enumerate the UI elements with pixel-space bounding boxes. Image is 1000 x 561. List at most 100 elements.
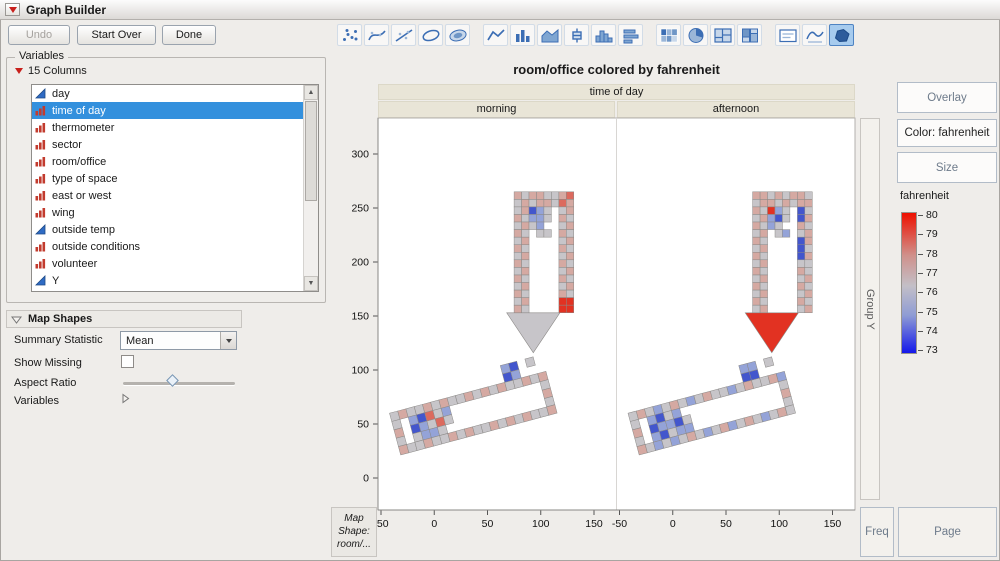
bar-icon[interactable] — [510, 24, 535, 46]
floor-map-band-afternoon[interactable] — [624, 355, 796, 456]
legend-value: 76 — [926, 286, 938, 299]
svg-text:100: 100 — [770, 518, 788, 530]
variable-item-type-of-space[interactable]: type of space — [32, 170, 304, 187]
red-triangle-menu-button[interactable] — [5, 3, 20, 16]
legend-tick — [918, 215, 923, 216]
variable-label: type of space — [52, 172, 118, 185]
element-palette — [337, 24, 854, 48]
mosaic-icon[interactable] — [737, 24, 762, 46]
aspect-ratio-slider[interactable] — [123, 382, 235, 385]
legend-value: 75 — [926, 305, 938, 318]
formula-icon[interactable] — [802, 24, 827, 46]
disclosure-open-icon[interactable] — [11, 314, 22, 325]
points-icon[interactable] — [337, 24, 362, 46]
variable-item-wing[interactable]: wing — [32, 204, 304, 221]
map-shape-drop-zone[interactable]: Map Shape: room/... — [331, 507, 377, 557]
start-over-button[interactable]: Start Over — [77, 25, 156, 45]
variable-label: room/office — [52, 155, 107, 168]
svg-text:300: 300 — [351, 149, 369, 161]
disclosure-collapsed-icon[interactable] — [121, 393, 130, 405]
summary-statistic-value: Mean — [126, 334, 154, 347]
floor-map-band-morning[interactable] — [385, 355, 558, 456]
variable-label: east or west — [52, 189, 112, 202]
heatmap-icon[interactable] — [656, 24, 681, 46]
legend-tick — [918, 272, 923, 274]
show-missing-checkbox[interactable] — [121, 355, 134, 368]
plot-region: 0 50 100 150 200 250 300 -50 0 50 100 150 -50 0 50 100 1… — [330, 110, 860, 535]
legend-tick — [918, 311, 923, 313]
variables-panel-title: Variables — [15, 50, 69, 62]
map-shapes-icon[interactable] — [829, 24, 854, 46]
done-button[interactable]: Done — [162, 25, 216, 45]
variable-item-outside-temp[interactable]: outside temp — [32, 221, 304, 238]
interval-icon[interactable] — [618, 24, 643, 46]
continuous-icon — [35, 224, 47, 235]
graph-canvas: 0 50 100 150 200 250 300 -50 0 50 100 150 -50 0 50 100 1… — [351, 117, 856, 530]
floor-map-upper-afternoon[interactable] — [744, 191, 813, 354]
map-shape-zone-line: Shape: — [338, 526, 370, 537]
line-of-fit-icon[interactable] — [391, 24, 416, 46]
legend-tick — [918, 234, 923, 236]
nominal-icon — [35, 139, 47, 150]
area-icon[interactable] — [537, 24, 562, 46]
variable-item-east-or-west[interactable]: east or west — [32, 187, 304, 204]
freq-drop-zone[interactable]: Freq — [860, 507, 894, 557]
variable-label: time of day — [52, 104, 106, 117]
variable-label: outside conditions — [52, 240, 141, 253]
title-bar: Graph Builder — [0, 0, 1000, 20]
undo-button[interactable]: Undo — [8, 25, 70, 45]
variables-panel: Variables 15 Columns day time of day therm… — [6, 50, 326, 303]
variable-item-y[interactable]: Y — [32, 272, 304, 289]
contour-icon[interactable] — [445, 24, 470, 46]
variables-list: day time of day thermometer sector room/offi… — [31, 84, 319, 292]
columns-red-triangle-icon[interactable] — [15, 68, 23, 74]
variables-scrollbar[interactable]: ▲ ▼ — [303, 85, 318, 291]
map-shape-zone-line: Map — [344, 513, 364, 524]
nominal-icon — [35, 156, 47, 167]
legend-gradient[interactable] — [901, 212, 917, 354]
x-axis: -50 0 50 100 150 -50 0 50 100 150 — [373, 510, 841, 530]
caption-box-icon[interactable] — [775, 24, 800, 46]
overlay-drop-zone[interactable]: Overlay — [897, 82, 997, 113]
red-triangle-icon — [8, 6, 17, 13]
variable-item-time-of-day[interactable]: time of day — [32, 102, 304, 119]
variable-item-volunteer[interactable]: volunteer — [32, 255, 304, 272]
variable-label: volunteer — [52, 257, 98, 270]
scrollbar-down-icon[interactable]: ▼ — [304, 276, 318, 291]
scrollbar-up-icon[interactable]: ▲ — [304, 85, 318, 100]
nominal-icon — [35, 105, 47, 116]
floor-map-upper-morning[interactable] — [506, 191, 575, 354]
group-y-drop-zone[interactable]: Group Y — [860, 118, 880, 500]
color-drop-zone[interactable]: Color: fahrenheit — [897, 119, 997, 147]
svg-text:100: 100 — [351, 365, 369, 377]
aspect-ratio-label: Aspect Ratio — [14, 377, 77, 389]
treemap-icon[interactable] — [710, 24, 735, 46]
variable-item-thermometer[interactable]: thermometer — [32, 119, 304, 136]
map-shapes-header[interactable]: Map Shapes — [6, 310, 242, 328]
variable-item-day[interactable]: day — [32, 85, 304, 102]
variable-item-outside-conditions[interactable]: outside conditions — [32, 238, 304, 255]
line-icon[interactable] — [483, 24, 508, 46]
summary-statistic-dropdown[interactable]: Mean — [120, 331, 237, 350]
variable-label: day — [52, 87, 70, 100]
histogram-icon[interactable] — [591, 24, 616, 46]
summary-statistic-label: Summary Statistic — [14, 334, 103, 346]
smoother-icon[interactable] — [364, 24, 389, 46]
pie-icon[interactable] — [683, 24, 708, 46]
group-x-header[interactable]: time of day — [378, 84, 855, 100]
columns-count-label: 15 Columns — [28, 65, 87, 77]
svg-text:-50: -50 — [373, 518, 388, 530]
svg-text:0: 0 — [363, 473, 369, 485]
variable-item-room-office[interactable]: room/office — [32, 153, 304, 170]
color-legend: fahrenheit 80 79 78 77 76 75 74 73 — [896, 190, 1000, 370]
page-drop-zone[interactable]: Page — [898, 507, 997, 557]
scrollbar-thumb[interactable] — [305, 101, 317, 201]
size-drop-zone[interactable]: Size — [897, 152, 997, 183]
map-shape-zone-line: room/... — [337, 539, 371, 550]
legend-tick — [918, 350, 923, 352]
variable-item-sector[interactable]: sector — [32, 136, 304, 153]
ellipse-icon[interactable] — [418, 24, 443, 46]
box-plot-icon[interactable] — [564, 24, 589, 46]
nominal-icon — [35, 258, 47, 269]
